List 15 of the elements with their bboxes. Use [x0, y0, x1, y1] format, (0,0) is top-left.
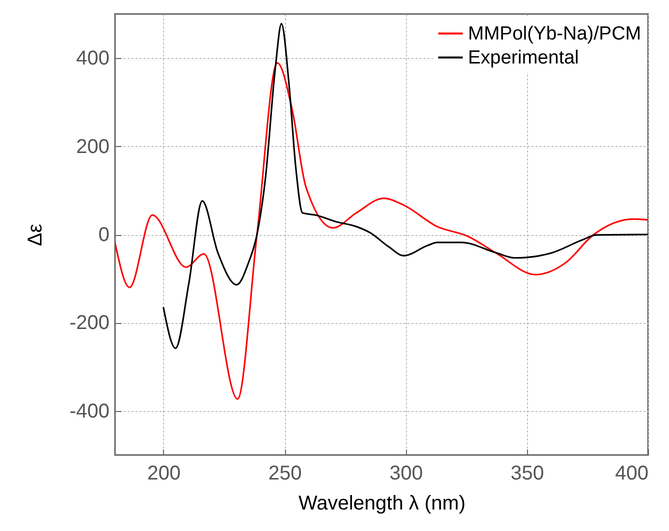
y-tick-label: 400 [76, 48, 110, 70]
y-axis-title: Δε [24, 224, 46, 246]
legend-label: Experimental [468, 48, 579, 68]
x-tick-label: 250 [268, 462, 302, 484]
y-tick-label: -200 [69, 312, 110, 334]
y-tick-label: 200 [76, 136, 110, 158]
x-tick-label: 300 [390, 462, 423, 484]
y-tick-label: -400 [69, 400, 110, 422]
x-tick-label: 350 [510, 462, 544, 484]
x-axis-title: Wavelength λ (nm) [298, 492, 466, 514]
x-tick-label: 200 [147, 462, 181, 484]
y-tick-label: 0 [98, 224, 110, 246]
legend-label: MMPol(Yb-Na)/PCM [468, 24, 642, 44]
line-series [162, 22, 648, 350]
x-tick-label: 400 [615, 462, 648, 484]
